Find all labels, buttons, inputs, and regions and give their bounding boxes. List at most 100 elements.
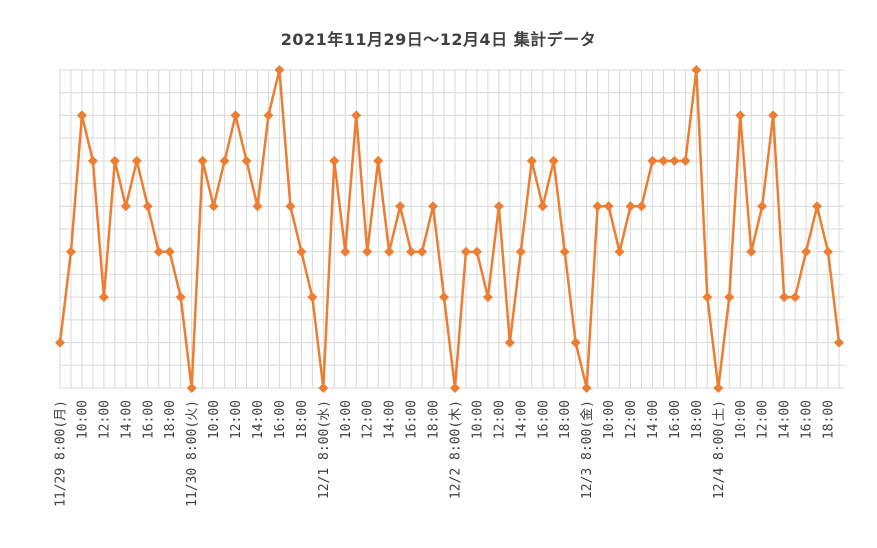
data-point	[164, 246, 175, 257]
x-tick-label: 18:00	[163, 400, 178, 439]
x-tick-label: 16:00	[405, 400, 420, 439]
x-tick-label: 14:00	[646, 400, 661, 439]
data-point	[98, 292, 109, 303]
data-point	[526, 155, 537, 166]
data-point	[559, 246, 570, 257]
data-point	[186, 383, 197, 393]
data-point	[351, 110, 362, 121]
x-tick-label: 16:00	[273, 400, 288, 439]
x-tick-label: 10:00	[470, 400, 485, 439]
data-point	[471, 246, 482, 257]
data-point	[417, 246, 428, 257]
data-point	[230, 110, 241, 121]
data-point	[537, 201, 548, 212]
data-point	[691, 65, 702, 75]
data-point	[570, 337, 581, 348]
x-tick-labels: 11/29 8:00(月) 10:00 12:00 14:00 16:00 18:00 11…	[54, 400, 837, 507]
data-point	[197, 155, 208, 166]
data-point	[296, 246, 307, 257]
data-point	[592, 201, 603, 212]
data-point	[65, 246, 76, 257]
data-point	[790, 292, 801, 303]
data-point	[614, 246, 625, 257]
data-point	[208, 201, 219, 212]
x-tick-label: 16:00	[800, 400, 815, 439]
data-point	[658, 155, 669, 166]
data-point	[482, 292, 493, 303]
data-point	[504, 337, 515, 348]
data-point	[757, 201, 768, 212]
data-point	[834, 337, 844, 348]
data-point	[175, 292, 186, 303]
data-point	[252, 201, 263, 212]
x-tick-label: 10:00	[207, 400, 222, 439]
data-point	[680, 155, 691, 166]
x-tick-label: 14:00	[119, 400, 134, 439]
data-point	[581, 383, 592, 393]
data-point	[87, 155, 98, 166]
data-point	[746, 246, 757, 257]
data-point	[625, 201, 636, 212]
data-point	[307, 292, 318, 303]
data-point	[636, 201, 647, 212]
x-tick-label: 18:00	[690, 400, 705, 439]
x-tick-label: 10:00	[602, 400, 617, 439]
data-point	[812, 201, 823, 212]
x-tick-label: 11/29 8:00(月)	[54, 400, 69, 507]
x-tick-label: 12:00	[361, 400, 376, 439]
data-point	[120, 201, 131, 212]
x-tick-label: 12:00	[756, 400, 771, 439]
data-point	[823, 246, 834, 257]
data-point	[274, 65, 285, 75]
data-point	[340, 246, 351, 257]
data-point	[449, 383, 460, 393]
data-point	[406, 246, 417, 257]
data-point	[263, 110, 274, 121]
data-point	[779, 292, 790, 303]
data-point	[647, 155, 658, 166]
data-point	[109, 155, 120, 166]
series-line	[58, 68, 841, 390]
x-tick-label: 14:00	[778, 400, 793, 439]
x-tick-label: 12:00	[492, 400, 507, 439]
x-tick-label: 12:00	[229, 400, 244, 439]
data-point	[768, 110, 779, 121]
x-tick-label: 12/1 8:00(水)	[317, 400, 332, 499]
data-point	[329, 155, 340, 166]
x-tick-label: 18:00	[822, 400, 837, 439]
x-tick-label: 14:00	[514, 400, 529, 439]
data-point	[384, 246, 395, 257]
data-point	[362, 246, 373, 257]
data-point	[153, 246, 164, 257]
data-point	[142, 201, 153, 212]
data-point	[493, 201, 504, 212]
data-point	[131, 155, 142, 166]
x-tick-label: 18:00	[295, 400, 310, 439]
x-tick-label: 16:00	[668, 400, 683, 439]
x-tick-label: 12/4 8:00(土)	[712, 400, 727, 499]
x-tick-label: 12:00	[624, 400, 639, 439]
x-tick-label: 12:00	[97, 400, 112, 439]
x-tick-label: 16:00	[536, 400, 551, 439]
data-point	[460, 246, 471, 257]
data-point	[801, 246, 812, 257]
data-point	[318, 383, 329, 393]
x-tick-label: 11/30 8:00(火)	[185, 400, 200, 507]
data-point	[548, 155, 559, 166]
data-point	[241, 155, 252, 166]
x-tick-label: 12/3 8:00(金)	[579, 400, 595, 499]
data-point	[219, 155, 230, 166]
x-tick-label: 10:00	[339, 400, 354, 439]
x-tick-label: 18:00	[558, 400, 573, 439]
data-point	[76, 110, 87, 121]
data-point	[713, 383, 724, 393]
data-point	[285, 201, 296, 212]
series-line-group	[58, 68, 841, 390]
data-point	[428, 201, 439, 212]
data-point	[439, 292, 450, 303]
data-point	[603, 201, 614, 212]
x-tick-label: 16:00	[141, 400, 156, 439]
data-point	[515, 246, 526, 257]
data-point	[669, 155, 680, 166]
